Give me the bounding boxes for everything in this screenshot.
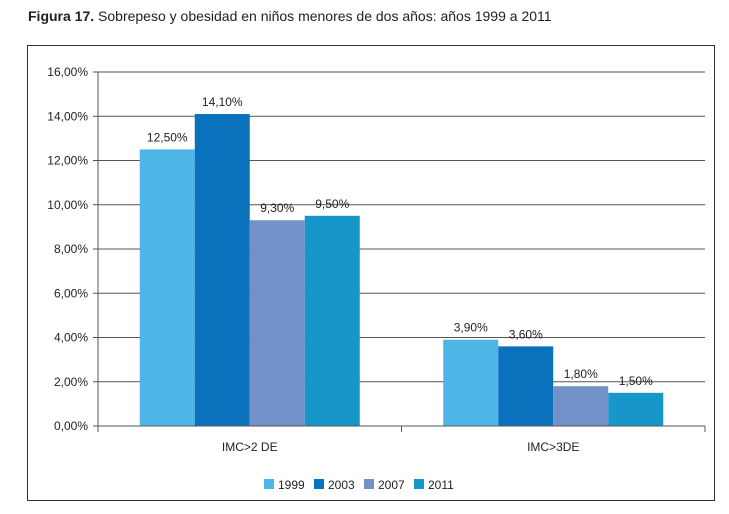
y-tick-label: 2,00% [54, 375, 88, 389]
y-tick-label: 6,00% [54, 286, 88, 300]
figure-title: Sobrepeso y obesidad en niños menores de… [98, 8, 552, 24]
bars [139, 114, 664, 426]
legend-swatch-1999 [264, 479, 274, 489]
y-tick-label: 8,00% [54, 242, 88, 256]
legend-label: 2003 [328, 478, 355, 492]
figure-caption: Figura 17. Sobrepeso y obesidad en niños… [28, 8, 552, 24]
x-tick-label: IMC>3DE [527, 440, 579, 454]
x-tick-label: IMC>2 DE [222, 440, 278, 454]
bar-2003 [498, 346, 554, 426]
data-label: 1,80% [564, 367, 598, 381]
y-tick-label: 14,00% [47, 109, 88, 123]
legend-swatch-2003 [314, 479, 324, 489]
data-label: 9,30% [260, 201, 294, 215]
bar-2011 [608, 392, 664, 426]
legend-swatch-2011 [414, 479, 424, 489]
bar-1999 [443, 339, 499, 426]
legend-label: 2007 [378, 478, 405, 492]
y-tick-label: 10,00% [47, 198, 88, 212]
data-label: 3,60% [509, 327, 543, 341]
legend-label: 2011 [428, 478, 454, 492]
legend: 1999 2003 2007 2011 [264, 478, 454, 492]
data-label: 1,50% [619, 374, 653, 388]
data-label: 3,90% [454, 321, 488, 335]
bar-2007 [553, 386, 609, 426]
data-label: 14,10% [202, 95, 243, 109]
y-tick-label: 16,00% [47, 65, 88, 79]
bar-2007 [249, 220, 305, 426]
data-label: 9,50% [315, 197, 349, 211]
bar-2011 [304, 215, 360, 426]
legend-label: 1999 [278, 478, 305, 492]
y-tick-label: 12,00% [47, 154, 88, 168]
bar-2003 [194, 114, 250, 426]
figure-label: Figura 17. [28, 8, 95, 24]
y-tick-label: 4,00% [54, 331, 88, 345]
y-tick-label: 0,00% [54, 419, 88, 433]
data-labels: 12,50% 14,10% 9,30% 9,50% 3,90% 3,60% 1,80% 1,5… [147, 95, 653, 388]
legend-swatch-2007 [364, 479, 374, 489]
chart-frame [27, 45, 715, 501]
data-label: 12,50% [147, 130, 188, 144]
bar-1999 [139, 149, 195, 426]
axes: 0,00% 2,00% 4,00% 6,00% 8,00% 10,00% 12,00% 14,… [47, 65, 706, 454]
